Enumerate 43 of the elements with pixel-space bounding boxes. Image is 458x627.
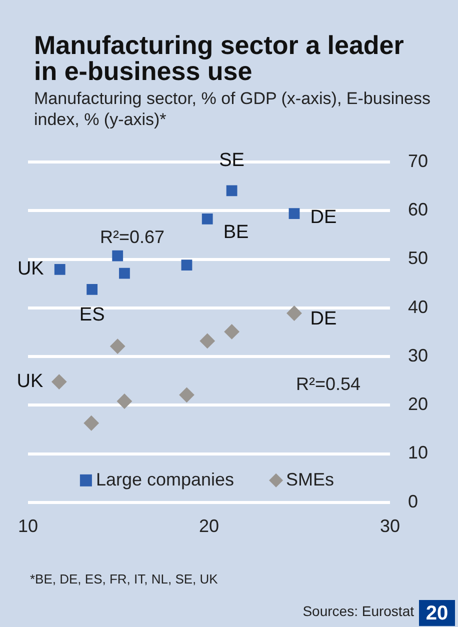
annotation: ES [79, 304, 105, 326]
point [110, 338, 126, 354]
annotation: BE [223, 222, 249, 244]
point [288, 208, 300, 219]
annotation: SE [219, 150, 244, 171]
annotation: DE [310, 206, 337, 228]
y-tick-label: 50 [408, 248, 428, 268]
legend-label: SMEs [286, 469, 334, 490]
y-tick-label: 60 [408, 200, 428, 220]
x-tick-label: 30 [380, 516, 400, 536]
y-tick-label: 70 [408, 150, 428, 171]
y-tick-label: 0 [408, 491, 418, 512]
chart-subtitle: Manufacturing sector, % of GDP (x-axis), E-business index, % (y-axis)* [34, 88, 432, 130]
y-tick-label: 40 [408, 296, 428, 317]
point [84, 416, 99, 431]
legend-label: Large companies [96, 469, 234, 490]
point [119, 268, 130, 279]
text: 20 [426, 602, 448, 625]
point [112, 250, 124, 262]
annotation: UK [16, 371, 44, 392]
point [200, 333, 215, 348]
x-tick-label: 20 [198, 516, 220, 536]
point [179, 387, 194, 402]
text: *BE, DE, ES, FR, IT, NL, SE, UK [30, 572, 218, 587]
annotation: DE [310, 308, 337, 330]
annotation: R²=0.54 [296, 374, 361, 394]
point [224, 324, 240, 340]
point [181, 260, 192, 271]
point [226, 185, 238, 196]
annotation: R²=0.67 [100, 226, 165, 247]
point [116, 394, 132, 409]
point [54, 264, 66, 275]
point [286, 306, 302, 321]
annotation: UK [17, 258, 44, 280]
y-tick-label: 10 [408, 442, 428, 463]
chart-title: Manufacturing sector a leader in e-business use [34, 30, 405, 86]
y-tick-label: 30 [408, 345, 428, 366]
point [202, 213, 213, 224]
source-note: Sources: Eurostat [302, 602, 414, 619]
point [52, 374, 67, 390]
y-tick-label: 20 [408, 394, 428, 414]
point [86, 284, 98, 295]
x-tick-label: 10 [18, 516, 38, 536]
